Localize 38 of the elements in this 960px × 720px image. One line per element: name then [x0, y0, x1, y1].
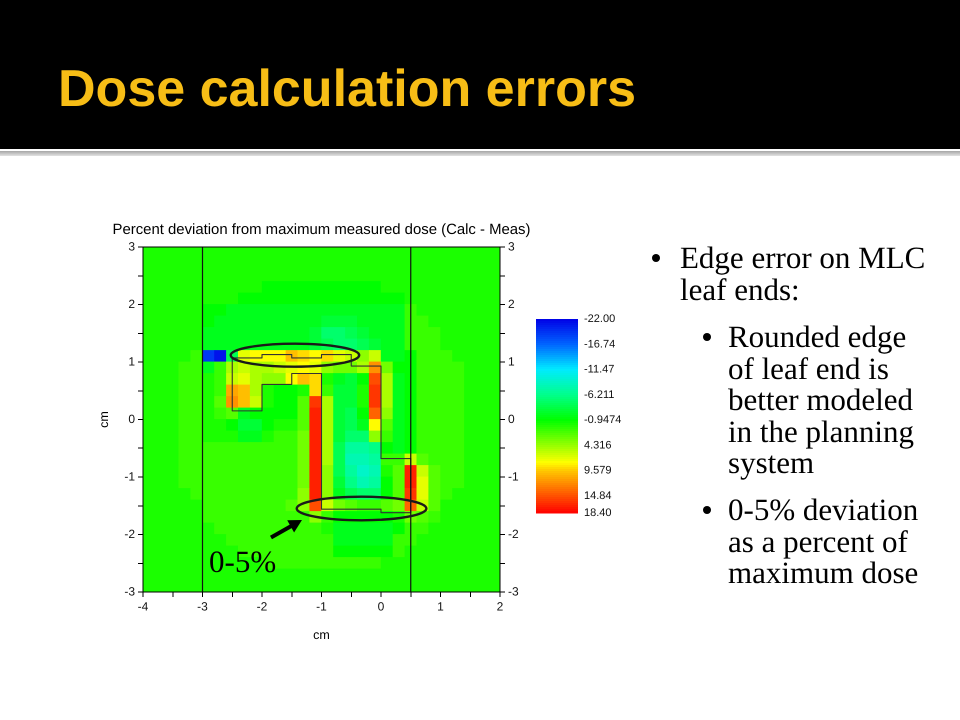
x-tick-label: 1: [437, 600, 444, 614]
y-tick-label: 2: [128, 296, 136, 311]
y-tick-label: 0: [128, 412, 136, 426]
chart-subtitle: Percent deviation from maximum measured dose (Calc - Meas): [112, 222, 530, 238]
color-bar-label: 14.84: [584, 490, 612, 502]
color-bar-label: 4.316: [584, 439, 612, 452]
y2-tick-label: -3: [508, 584, 519, 598]
y2-tick-label: 1: [508, 354, 515, 368]
x-tick-label: -3: [197, 600, 208, 614]
y-tick-label: 1: [128, 354, 136, 368]
y2-tick-label: -1: [508, 469, 519, 484]
y2-tick-label: 2: [508, 296, 515, 311]
x-tick-label: 0: [378, 600, 385, 614]
color-bar-label: -0.9474: [584, 414, 622, 426]
text: Rounded edge of leaf end is better modeled in the planning system: [728, 319, 914, 480]
color-bar-label: 9.579: [584, 464, 612, 477]
color-bar-label: -6.211: [584, 388, 614, 401]
y-tick-label: 3: [128, 239, 136, 254]
color-bar-label: -22.00: [584, 313, 616, 326]
y2-tick-label: 0: [508, 412, 515, 426]
x-axis-title: cm: [313, 628, 330, 642]
y-tick-label: -3: [124, 584, 136, 598]
color-bar-label: 18.40: [584, 507, 612, 520]
y2-tick-label: -2: [508, 526, 519, 541]
y-axis-title: cm: [96, 411, 111, 428]
chart-title: Dose calculation errors: [58, 59, 636, 119]
text: Edge error on MLC leaf ends:: [680, 240, 926, 306]
y-tick-label: -1: [124, 469, 136, 484]
x-tick-label: -1: [316, 600, 328, 614]
color-bar-label: -16.74: [584, 338, 616, 350]
color-bar-label: -11.47: [584, 364, 614, 376]
x-tick-label: -4: [138, 600, 149, 614]
x-tick-label: 2: [496, 600, 504, 614]
y2-tick-label: 3: [508, 239, 515, 254]
y-tick-label: -2: [124, 526, 136, 541]
text: 0-5% deviation as a percent of maximum dose: [728, 492, 918, 590]
annotation: 0-5%: [209, 544, 276, 579]
x-tick-label: -2: [256, 600, 268, 614]
